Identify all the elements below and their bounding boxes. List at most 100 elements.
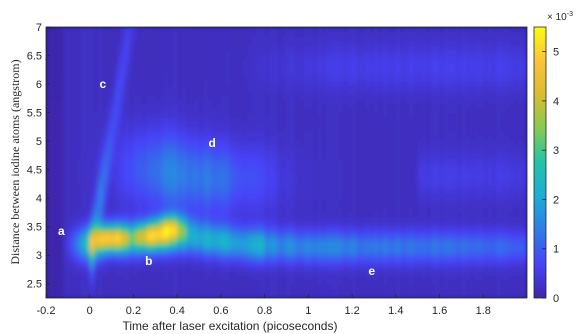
heatmap-cell	[400, 49, 406, 55]
heatmap-cell	[312, 180, 318, 186]
heatmap-cell	[382, 126, 388, 132]
heatmap-cell	[89, 198, 95, 204]
heatmap-cell	[80, 252, 86, 258]
heatmap-cell	[229, 230, 235, 236]
heatmap-cell	[164, 257, 170, 263]
heatmap-cell	[207, 31, 213, 37]
heatmap-cell	[54, 243, 60, 249]
heatmap-cell	[325, 257, 331, 263]
heatmap-cell	[212, 135, 218, 141]
heatmap-cell	[54, 139, 60, 146]
heatmap-cell	[391, 153, 397, 159]
heatmap-cell	[63, 112, 69, 118]
heatmap-cell	[50, 252, 56, 258]
heatmap-cell	[347, 176, 353, 182]
heatmap-cell	[207, 212, 213, 218]
heatmap-cell	[111, 117, 117, 123]
heatmap-cell	[102, 180, 108, 186]
heatmap-cell	[159, 216, 165, 222]
heatmap-cell	[98, 279, 104, 286]
heatmap-cell	[120, 27, 126, 33]
heatmap-cell	[282, 248, 288, 254]
heatmap-cell	[89, 36, 95, 42]
heatmap-cell	[50, 248, 56, 254]
heatmap-cell	[352, 221, 358, 227]
heatmap-cell	[391, 266, 397, 272]
heatmap-cell	[50, 261, 56, 267]
heatmap-cell	[404, 67, 410, 73]
heatmap-cell	[168, 81, 174, 87]
heatmap-cell	[67, 189, 73, 195]
heatmap-cell	[137, 230, 143, 236]
heatmap-cell	[391, 279, 397, 286]
heatmap-cell	[203, 67, 209, 73]
heatmap-cell	[277, 162, 283, 168]
heatmap-cell	[234, 54, 239, 60]
heatmap-cell	[338, 121, 344, 127]
heatmap-cell	[220, 180, 226, 186]
heatmap-cell	[185, 54, 191, 60]
heatmap-cell	[94, 157, 100, 164]
heatmap-cell	[54, 58, 60, 64]
heatmap-cell	[115, 239, 121, 245]
heatmap-cell	[330, 49, 336, 55]
heatmap-cell	[212, 121, 218, 127]
heatmap-cell	[369, 216, 375, 222]
heatmap-cell	[400, 76, 406, 82]
heatmap-cell	[115, 221, 121, 227]
heatmap-cell	[98, 185, 104, 191]
heatmap-cell	[312, 81, 318, 87]
heatmap-cell	[80, 112, 86, 118]
heatmap-cell	[59, 148, 65, 155]
heatmap-cell	[159, 153, 165, 159]
heatmap-cell	[404, 54, 410, 60]
heatmap-cell	[378, 121, 384, 127]
heatmap-cell	[238, 261, 244, 267]
heatmap-cell	[400, 157, 406, 164]
heatmap-cell	[264, 49, 270, 55]
heatmap-cell	[129, 108, 135, 114]
heatmap-cell	[391, 194, 397, 200]
heatmap-cell	[111, 203, 117, 209]
heatmap-cell	[260, 157, 266, 164]
heatmap-cell	[59, 36, 65, 42]
heatmap-cell	[264, 176, 270, 182]
heatmap-cell	[212, 252, 218, 258]
heatmap-cell	[142, 288, 148, 295]
heatmap-cell	[282, 36, 288, 42]
heatmap-cell	[260, 189, 266, 195]
heatmap-cell	[181, 58, 187, 64]
heatmap-cell	[150, 144, 156, 150]
heatmap-cell	[172, 243, 178, 249]
heatmap-cell	[234, 58, 239, 64]
heatmap-cell	[216, 148, 222, 155]
heatmap-cell	[269, 76, 274, 82]
heatmap-cell	[124, 221, 130, 227]
heatmap-cell	[137, 112, 143, 118]
heatmap-cell	[395, 216, 401, 222]
heatmap-cell	[46, 293, 51, 298]
heatmap-cell	[129, 27, 135, 33]
heatmap-cell	[251, 103, 257, 109]
heatmap-cell	[85, 130, 91, 136]
heatmap-cell	[142, 225, 148, 231]
heatmap-cell	[159, 94, 165, 100]
heatmap-cell	[400, 266, 406, 272]
heatmap-cell	[185, 40, 191, 46]
heatmap-cell	[273, 216, 279, 222]
heatmap-cell	[352, 180, 358, 186]
heatmap-cell	[155, 31, 161, 37]
heatmap-cell	[378, 239, 384, 245]
heatmap-cell	[85, 72, 91, 78]
heatmap-cell	[317, 54, 323, 60]
heatmap-cell	[242, 76, 248, 82]
heatmap-cell	[67, 239, 73, 245]
heatmap-cell	[352, 203, 358, 209]
heatmap-cell	[199, 108, 205, 114]
heatmap-cell	[212, 139, 218, 146]
heatmap-cell	[50, 108, 56, 114]
heatmap-cell	[203, 212, 209, 218]
heatmap-cell	[185, 212, 191, 218]
heatmap-cell	[273, 221, 279, 227]
heatmap-cell	[251, 54, 257, 60]
